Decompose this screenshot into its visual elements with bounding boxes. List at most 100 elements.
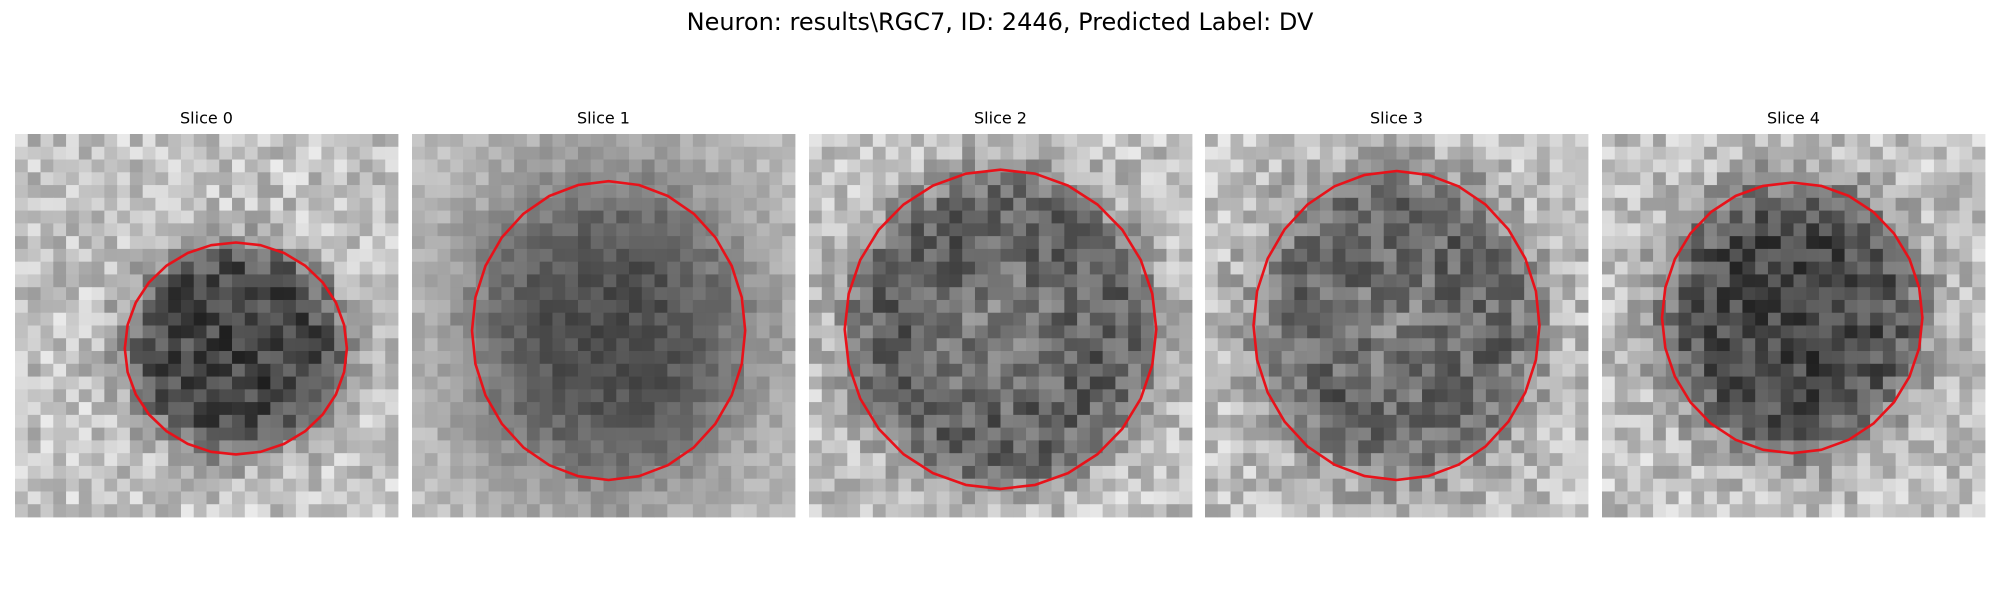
pixel <box>257 312 271 326</box>
pixel <box>834 134 848 148</box>
pixel <box>539 287 553 301</box>
pixel <box>1434 261 1448 275</box>
pixel <box>1217 185 1231 199</box>
pixel <box>1128 274 1142 288</box>
pixel <box>475 478 489 492</box>
contour <box>1660 181 1924 455</box>
pixel <box>654 325 668 339</box>
pixel <box>629 351 643 365</box>
pixel <box>270 491 284 505</box>
pixel <box>756 363 770 377</box>
pixel <box>1819 159 1833 173</box>
pixel <box>1485 146 1500 160</box>
pixel <box>1077 376 1091 390</box>
pixel <box>475 453 489 467</box>
pixel <box>142 325 156 339</box>
pixel <box>295 274 310 288</box>
pixel <box>53 134 67 148</box>
pixel <box>1742 414 1756 429</box>
pixel <box>1511 338 1525 352</box>
pixel <box>359 504 373 518</box>
pixel <box>1473 210 1487 224</box>
pixel <box>1562 440 1576 454</box>
pixel <box>577 376 592 390</box>
pixel <box>1000 465 1014 480</box>
pixel <box>1857 351 1871 365</box>
pixel <box>692 197 707 211</box>
pixel <box>1051 325 1065 339</box>
pixel <box>1268 146 1282 160</box>
pixel <box>539 351 553 365</box>
slice-image <box>15 134 399 518</box>
pixel <box>821 465 835 480</box>
pixel <box>1026 453 1040 467</box>
pixel <box>1511 414 1525 429</box>
pixel <box>1179 427 1193 441</box>
pixel <box>1217 248 1231 263</box>
pixel <box>1562 325 1576 339</box>
pixel <box>1665 236 1679 250</box>
pixel <box>514 491 528 505</box>
pixel <box>437 389 451 403</box>
pixel <box>949 453 963 467</box>
pixel <box>809 491 823 505</box>
pixel <box>437 491 451 505</box>
pixel <box>1243 274 1257 288</box>
pixel <box>821 504 835 518</box>
pixel <box>872 159 886 173</box>
pixel <box>1422 402 1436 416</box>
pixel <box>769 389 783 403</box>
pixel <box>565 478 579 492</box>
pixel <box>1704 248 1718 263</box>
pixel <box>705 338 719 352</box>
pixel <box>295 465 310 480</box>
pixel <box>1128 389 1142 403</box>
pixel <box>1908 299 1922 314</box>
pixel <box>334 427 348 441</box>
pixel <box>1549 325 1563 339</box>
pixel <box>91 351 105 365</box>
pixel <box>987 134 1001 148</box>
pixel <box>1332 159 1346 173</box>
pixel <box>1524 478 1538 492</box>
pixel <box>616 338 630 352</box>
pixel <box>1921 261 1935 275</box>
pixel <box>117 287 131 301</box>
pixel <box>1077 325 1091 339</box>
pixel <box>1051 185 1065 199</box>
pixel <box>514 287 528 301</box>
pixel <box>911 261 925 275</box>
pixel <box>1870 172 1884 186</box>
pixel <box>1716 453 1731 467</box>
pixel <box>743 223 758 237</box>
pixel <box>1064 312 1078 326</box>
pixel <box>860 185 874 199</box>
pixel <box>756 504 770 518</box>
pixel <box>53 465 67 480</box>
pixel <box>974 134 989 148</box>
pixel <box>1153 414 1167 429</box>
pixel <box>1921 427 1935 441</box>
pixel <box>1729 465 1743 480</box>
pixel <box>1806 478 1820 492</box>
pixel <box>731 504 745 518</box>
pixel <box>1000 261 1014 275</box>
pixel <box>860 351 874 365</box>
pixel <box>372 325 386 339</box>
pixel <box>346 414 361 429</box>
pixel <box>1319 465 1334 480</box>
pixel <box>1653 287 1667 301</box>
pixel <box>308 185 322 199</box>
pixel <box>1140 402 1155 416</box>
pixel <box>1602 465 1616 480</box>
pixel <box>1511 197 1525 211</box>
pixel <box>308 287 322 301</box>
pixel <box>821 414 835 429</box>
pixel <box>743 134 758 148</box>
pixel <box>1755 146 1769 160</box>
pixel <box>1409 248 1423 263</box>
pixel <box>1396 146 1410 160</box>
pixel <box>1115 363 1129 377</box>
pixel <box>1691 389 1705 403</box>
pixel <box>424 453 438 467</box>
